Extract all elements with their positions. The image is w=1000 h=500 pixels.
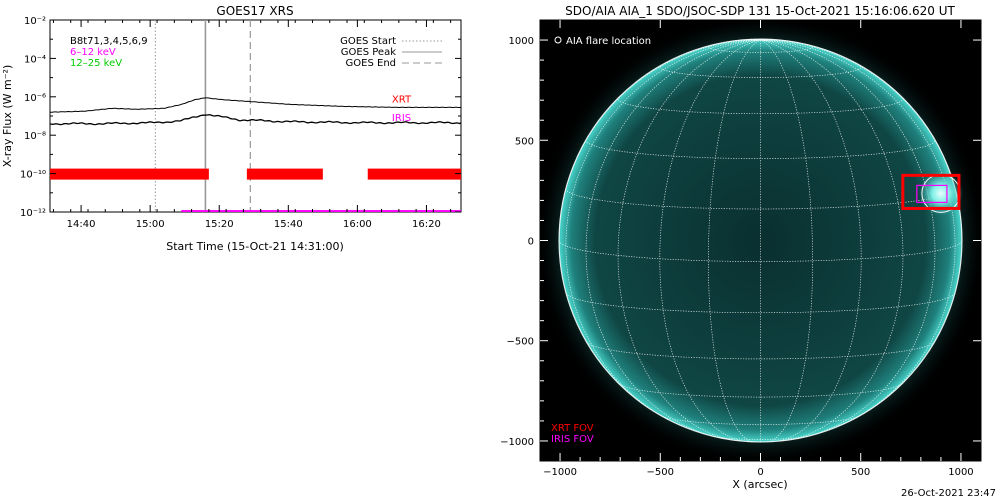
aia-xrt-fov-box (901, 173, 961, 210)
aia-grid-longitude (659, 39, 761, 442)
aia-grid-longitude (760, 38, 766, 41)
aia-legend-marker (554, 36, 562, 44)
aia-y-tick-label: 500 (515, 136, 534, 147)
goes-x-axis: 14:40 15:00 15:20 15:40 16:00 16:20 (52, 20, 452, 230)
legend-goes-start: GOES Start (340, 36, 396, 47)
aia-iris-fov-box (916, 184, 948, 204)
goes-y-tick-label: 10⁻⁸ (24, 131, 46, 142)
goes-instrument-labels: XRT IRIS (392, 95, 412, 124)
aia-x-axis-label: X (arcsec) (732, 478, 787, 491)
aia-y-tick-label: −500 (507, 337, 534, 348)
aia-grid-longitude (760, 39, 781, 41)
aia-legend-text: AIA flare location (566, 36, 651, 47)
aia-y-tick-label: −1000 (500, 437, 534, 448)
goes-y-tick-label: 10⁻¹² (20, 208, 46, 219)
aia-flare-brightening (918, 171, 963, 216)
aia-grid-latitude (708, 44, 813, 53)
goes-y-axis-label: X-ray Flux (W m⁻²) (1, 65, 14, 167)
goes-x-tick-label: 16:20 (412, 219, 441, 230)
goes-x-axis-label: Start Time (15-Oct-21 14:31:00) (166, 240, 344, 253)
goes-y-tick-label: 10⁻² (24, 16, 46, 27)
goes-y-tick-label: 10⁻¹⁰ (20, 170, 46, 181)
aia-grid-latitude (661, 415, 860, 425)
aia-x-tick-label: 1000 (948, 467, 973, 478)
goes-y-tick-label: 10⁻⁴ (24, 54, 46, 65)
goes-legend-channel-1: 6–12 keV (70, 47, 116, 58)
xrt-coverage-bar (246, 168, 323, 180)
aia-grid-longitude (585, 39, 761, 440)
goes-xrs-plot: GOES17 XRS 10⁻¹² 10⁻¹⁰ 10⁻⁸ 10⁻⁶ 10⁻⁴ 10⁻² 14… (1, 4, 462, 253)
goes-title: GOES17 XRS (216, 4, 293, 18)
aia-grid-longitude (617, 39, 761, 442)
aia-grid-longitude (760, 39, 936, 440)
aia-solar-disk (559, 39, 962, 442)
goes-legend-events: GOES Start GOES Peak GOES End (340, 36, 442, 69)
aia-x-tick-label: 0 (757, 467, 763, 478)
aia-axes: −1000 −500 0 500 1000 −1000 −500 0 500 1000 (500, 20, 981, 478)
aia-grid-latitude (586, 341, 935, 360)
goes-instrument-label: IRIS (392, 113, 411, 124)
aia-image-panel: SDO/AIA AIA_1 SDO/JSOC-SDP 131 15-Oct-20… (500, 4, 982, 491)
goes-y-axis: 10⁻¹² 10⁻¹⁰ 10⁻⁸ 10⁻⁶ 10⁻⁴ 10⁻² (20, 16, 461, 219)
goes-x-tick-label: 15:20 (205, 219, 234, 230)
goes-x-tick-label: 14:40 (67, 219, 96, 230)
aia-x-tick-label: −500 (647, 467, 674, 478)
aia-xrt-fov-label: XRT FOV (551, 423, 594, 434)
legend-goes-peak: GOES Peak (341, 47, 396, 58)
aia-grid-longitude (687, 39, 761, 54)
goes-flux-curves (50, 97, 461, 126)
goes-coverage-bars (50, 168, 461, 212)
goes-x-tick-label: 16:00 (343, 219, 372, 230)
aia-y-tick-label: 0 (528, 237, 534, 248)
goes-legend-channel-2: 12–25 keV (70, 58, 122, 69)
aia-title: SDO/AIA AIA_1 SDO/JSOC-SDP 131 15-Oct-20… (565, 4, 955, 18)
aia-grid-longitude (558, 39, 761, 241)
goes-event-lines (154, 20, 251, 212)
aia-grid-longitude (760, 39, 904, 442)
aia-grid-latitude (712, 435, 809, 440)
goes-x-tick-label: 15:00 (136, 219, 165, 230)
aia-grid-longitude (565, 39, 761, 428)
iris-coverage-bar (181, 210, 461, 212)
aia-grid-longitude (760, 39, 813, 443)
goes-x-tick-label: 15:40 (274, 219, 303, 230)
goes-y-tick-label: 10⁻⁶ (24, 93, 46, 104)
aia-grid-longitude (760, 39, 862, 442)
goes-instrument-label: XRT (392, 95, 412, 106)
goes-flux-curve-1 (50, 97, 461, 113)
aia-grid-longitude (760, 38, 771, 41)
aia-grid-longitude (755, 38, 761, 41)
xrt-coverage-bar (367, 168, 461, 180)
aia-lat-lon-grid (558, 38, 963, 443)
aia-y-tick-label: 1000 (509, 36, 534, 47)
goes-flux-curve-2 (50, 114, 461, 126)
aia-iris-fov-label: IRIS FOV (551, 434, 594, 445)
aia-grid-longitude (708, 39, 761, 443)
aia-x-tick-label: −1000 (543, 467, 577, 478)
aia-grid-longitude (760, 39, 834, 54)
render-timestamp: 26-Oct-2021 23:47 (901, 488, 996, 499)
goes-info-text: B8t71,3,4,5,6,9 (70, 36, 148, 47)
legend-goes-end: GOES End (346, 58, 396, 69)
xrt-coverage-bar (50, 168, 209, 180)
aia-x-tick-label: 500 (851, 467, 870, 478)
aia-grid-longitude (760, 39, 956, 428)
